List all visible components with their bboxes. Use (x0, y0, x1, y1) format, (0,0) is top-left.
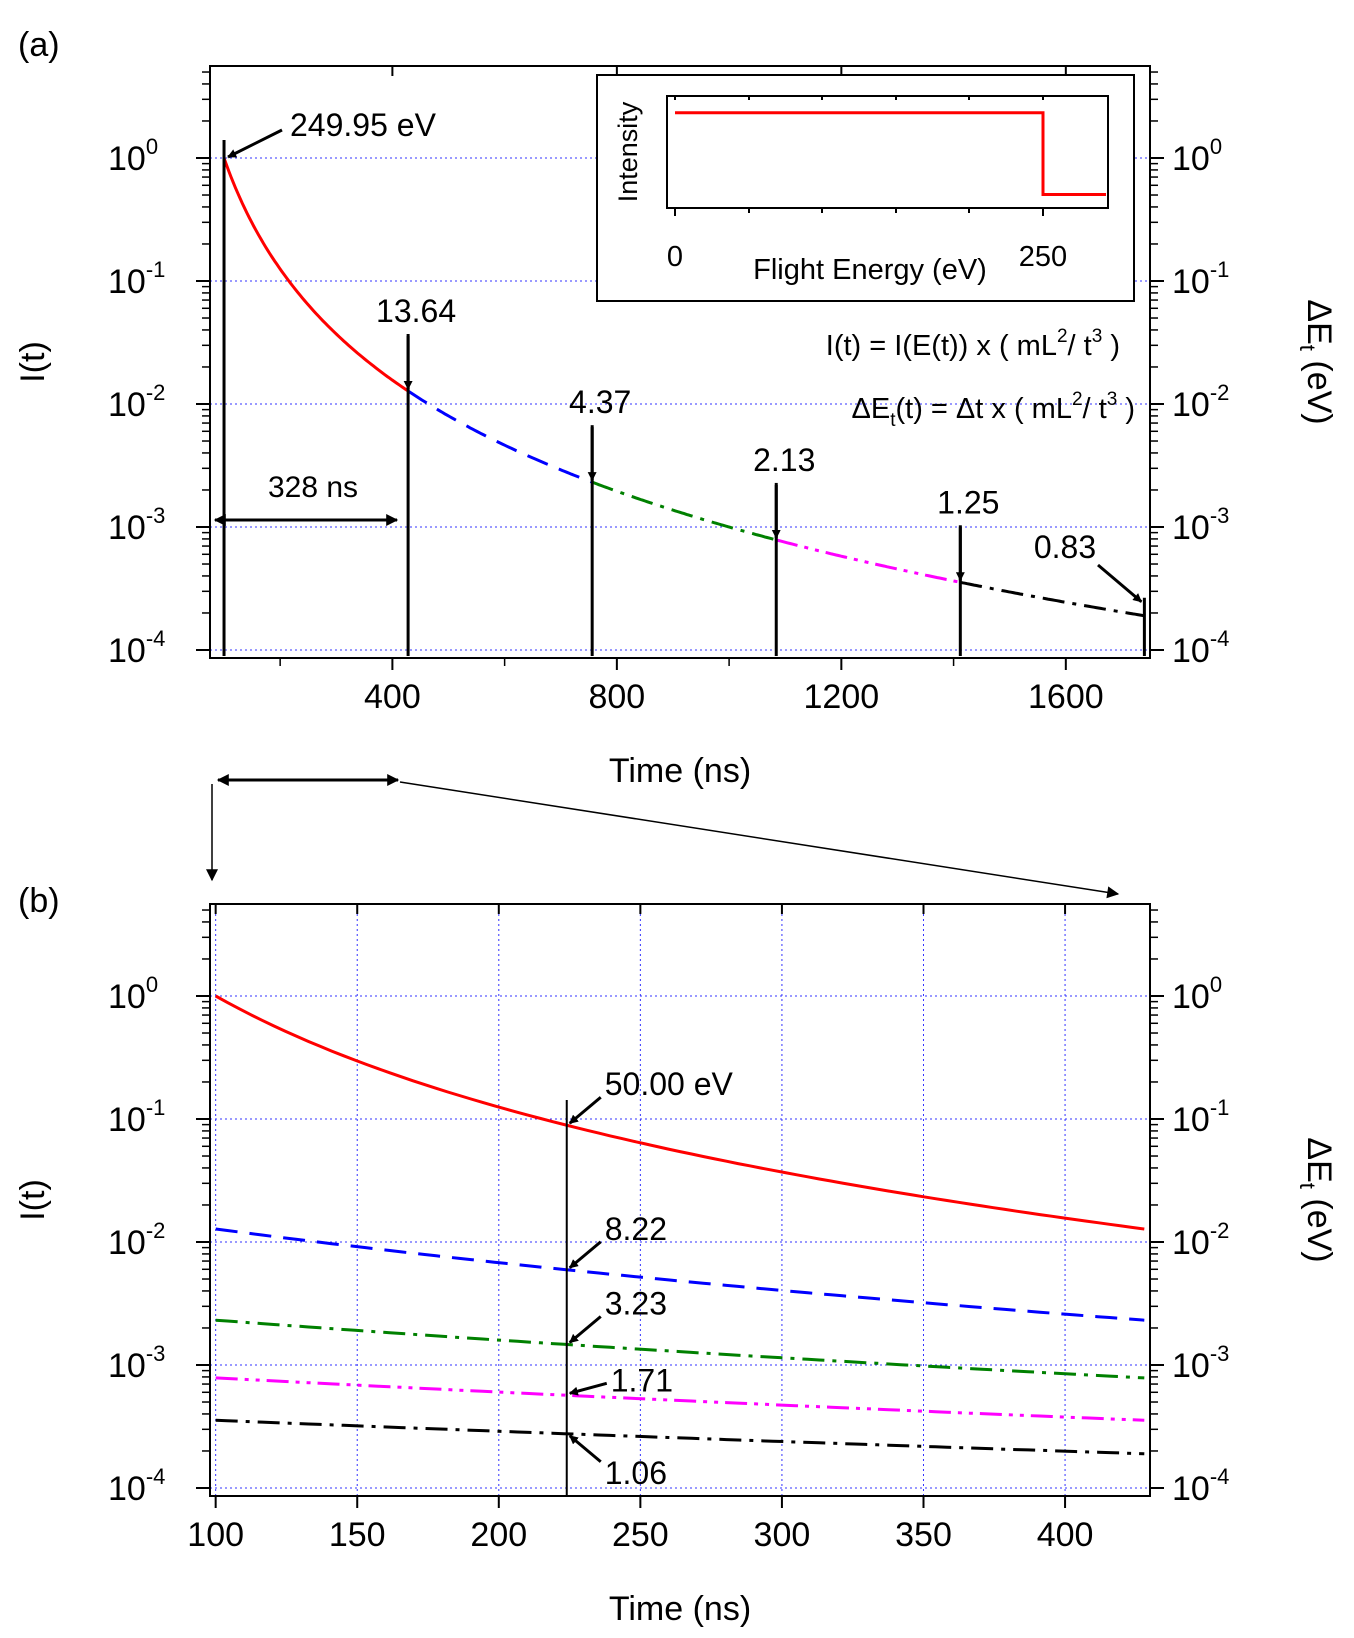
a-ytick-right-0: 100 (1172, 134, 1222, 178)
panel-b-ticks (196, 904, 1164, 1508)
a-ytick-right-4: 10-4 (1172, 626, 1229, 670)
inset-xtick-250: 250 (1019, 241, 1067, 273)
panel-a-right-ylabel: ΔEt (eV) (1295, 299, 1338, 424)
panel-b-frame (209, 903, 1151, 1497)
panel-b-xtick-labels: 100 150 200 250 300 350 400 (187, 1516, 1093, 1554)
a-ytick-left-0: 100 (108, 134, 158, 178)
panel-a-marker-label-1: 13.64 (376, 293, 456, 329)
panel-a-marker-label-4: 1.25 (937, 484, 999, 520)
inset-ticks (674, 96, 1044, 216)
panel-b-marker-arrow-3 (568, 1381, 608, 1396)
panel-a-line-3 (591, 480, 777, 542)
panel-b-marker-label-4: 1.06 (605, 1455, 667, 1491)
panel-b-marker-arrow-2 (568, 1315, 602, 1344)
panel-a-xtick-labels: 400 800 1200 1600 (364, 678, 1104, 716)
panel-a-line-1 (222, 157, 409, 393)
b-ytick-left-3: 10-3 (108, 1341, 165, 1385)
zoom-link (206, 774, 1120, 899)
b-ytick-right-2: 10-2 (1172, 1218, 1229, 1262)
a-xtick-400: 400 (364, 678, 421, 716)
panel-b-right-ylabel: ΔEt (eV) (1295, 1137, 1338, 1262)
a-xtick-1200: 1200 (804, 678, 880, 716)
b-xtick-300: 300 (754, 1516, 811, 1554)
b-xtick-200: 200 (470, 1516, 527, 1554)
panel-b-ylabel: I(t) (14, 1179, 52, 1221)
b-ytick-left-2: 10-2 (108, 1218, 165, 1262)
b-ytick-left-0: 100 (108, 972, 158, 1016)
b-ytick-right-0: 100 (1172, 972, 1222, 1016)
panel-b-xlabel: Time (ns) (609, 1590, 751, 1628)
zoom-diagonal-arrow (399, 781, 1120, 899)
panel-b-line-1 (214, 994, 1145, 1231)
panel-a-marker-arrow-0 (227, 128, 283, 159)
b-xtick-350: 350 (895, 1516, 952, 1554)
inset-ylabel: Intensity (613, 101, 643, 202)
interval-label: 328 ns (268, 471, 358, 504)
panel-a-markers: 249.95 eV 13.64 4.37 2.13 1.25 0.83 (222, 107, 1146, 656)
panel-a-ticks (196, 66, 1164, 670)
b-xtick-400: 400 (1037, 1516, 1094, 1554)
panel-a-line-4 (775, 538, 961, 584)
panel-b-line-3 (215, 1318, 1145, 1380)
panel-b-line-5 (215, 1418, 1145, 1456)
inset-xtick-0: 0 (667, 241, 683, 273)
panel-a-line-5 (959, 580, 1145, 618)
panel-a-frame (209, 65, 1151, 659)
equation-energy: ΔEt(t) = Δt x ( mL2/ t3 ) (851, 389, 1135, 431)
b-ytick-right-4: 10-4 (1172, 1464, 1229, 1508)
panel-a-line-2 (407, 389, 593, 484)
a-ytick-right-1: 10-1 (1172, 257, 1229, 301)
a-ytick-right-3: 10-3 (1172, 503, 1229, 547)
panel-b-marker-label-2: 3.23 (605, 1286, 667, 1322)
b-ytick-left-4: 10-4 (108, 1464, 165, 1508)
panel-b-label: (b) (18, 882, 60, 920)
panel-a-ylabel: I(t) (14, 341, 52, 383)
a-ytick-left-4: 10-4 (108, 626, 165, 670)
a-xtick-800: 800 (588, 678, 645, 716)
panel-b-grid (210, 904, 1150, 1496)
panel-b-marker-arrow-0 (568, 1096, 602, 1125)
b-xtick-250: 250 (612, 1516, 669, 1554)
panel-b-line-2 (215, 1227, 1145, 1322)
inset-xlabel: Flight Energy (eV) (753, 254, 987, 286)
b-ytick-right-1: 10-1 (1172, 1095, 1229, 1139)
panel-a-series (222, 157, 1145, 618)
panel-a-marker-label-3: 2.13 (753, 442, 815, 478)
b-ytick-right-3: 10-3 (1172, 1341, 1229, 1385)
a-xtick-1600: 1600 (1028, 678, 1104, 716)
panel-a-label: (a) (18, 26, 60, 64)
panel-b-line-4 (215, 1376, 1145, 1422)
panel-b-markers: 50.00 eV 8.22 3.23 1.71 1.06 (565, 1066, 734, 1496)
a-ytick-left-2: 10-2 (108, 380, 165, 424)
inset: 0 250 Flight Energy (eV) Intensity (596, 74, 1135, 302)
panel-a-marker-label-0: 249.95 eV (290, 107, 437, 143)
panel-a-ytick-labels: 100 100 10-1 10-1 10-2 10-2 10-3 10-3 10-4 10-4 (108, 134, 1229, 670)
b-xtick-150: 150 (329, 1516, 386, 1554)
panel-b-marker-arrow-4 (568, 1434, 602, 1463)
panel-a-marker-arrow-5 (1097, 563, 1143, 603)
b-ytick-left-1: 10-1 (108, 1095, 165, 1139)
equation-intensity: I(t) = I(E(t)) x ( mL2/ t3 ) (826, 326, 1120, 362)
panel-a-marker-label-5: 0.83 (1034, 529, 1096, 565)
inset-plot-area (666, 95, 1109, 209)
panel-b-marker-label-3: 1.71 (611, 1362, 673, 1398)
panel-b-ytick-labels: 100 100 10-1 10-1 10-2 10-2 10-3 10-3 10-4 10-4 (108, 972, 1229, 1508)
panel-b-marker-arrow-1 (568, 1240, 602, 1269)
a-ytick-right-2: 10-2 (1172, 380, 1229, 424)
a-ytick-left-3: 10-3 (108, 503, 165, 547)
panel-a-marker-label-2: 4.37 (569, 384, 631, 420)
inset-step-line (675, 111, 1106, 197)
panel-a-xlabel: Time (ns) (609, 752, 751, 790)
a-ytick-left-1: 10-1 (108, 257, 165, 301)
panel-b-marker-label-0: 50.00 eV (605, 1066, 734, 1102)
panel-b-marker-label-1: 8.22 (605, 1211, 667, 1247)
panel-b-series (214, 994, 1145, 1456)
b-xtick-100: 100 (187, 1516, 244, 1554)
